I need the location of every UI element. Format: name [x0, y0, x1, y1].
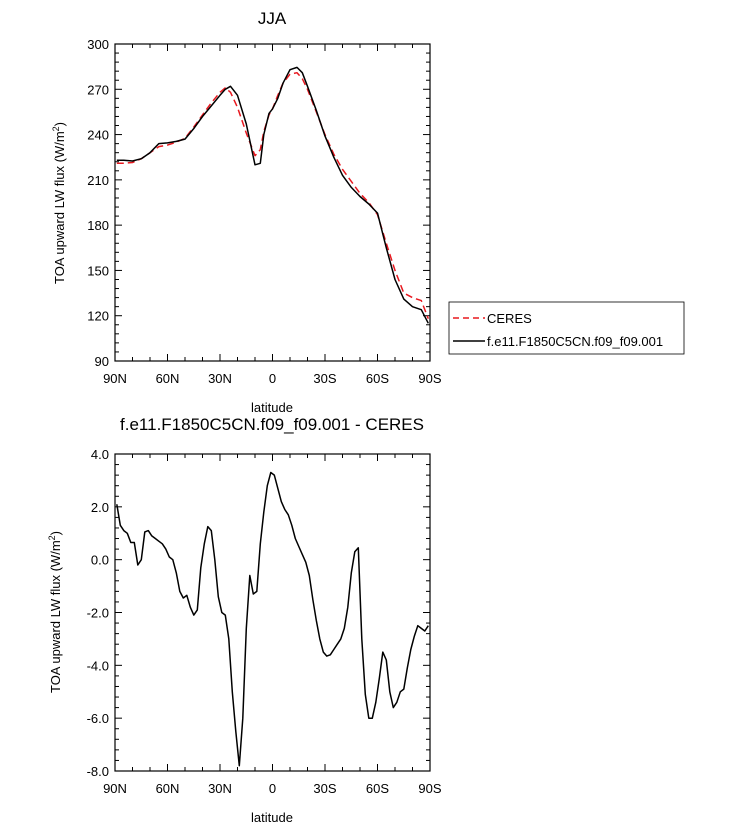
legend: CERES f.e11.F1850C5CN.f09_f09.001: [448, 301, 685, 355]
bottom-y-tick-label: -2.0: [87, 606, 109, 621]
top-y-tick-label: 90: [95, 354, 109, 369]
top-series-line-1: [116, 66, 429, 324]
top-x-tick-label: 90S: [418, 371, 441, 386]
bottom-x-tick-label: 0: [269, 781, 276, 796]
top-panel: JJA 90N 60N 30N 0 30S 60S 90S 90 120 150 180 210 240…: [51, 9, 685, 415]
top-chart-title: JJA: [258, 9, 287, 28]
bottom-plot-area: 90N 60N 30N 0 30S 60S 90S -8.0 -6.0 -4.0 -2.0 0.0 2.…: [87, 447, 442, 796]
top-plot-area: 90N 60N 30N 0 30S 60S 90S 90 120 150 180 210 240 270 3…: [87, 37, 442, 386]
top-x-tick-label: 30N: [208, 371, 232, 386]
bottom-xaxis-label: latitude: [251, 810, 293, 825]
bottom-x-tick-label: 60S: [366, 781, 389, 796]
legend-label-ceres: CERES: [487, 311, 532, 326]
top-y-tick-label: 120: [87, 309, 109, 324]
bottom-x-tick-label: 90S: [418, 781, 441, 796]
top-x-tick-label: 30S: [313, 371, 336, 386]
top-yaxis-label: TOA upward LW flux (W/m2): [51, 122, 67, 284]
legend-label-model: f.e11.F1850C5CN.f09_f09.001: [487, 334, 663, 349]
top-x-tick-label: 60S: [366, 371, 389, 386]
top-x-tick-label: 90N: [103, 371, 127, 386]
legend-box: [448, 301, 685, 355]
bottom-y-tick-label: -4.0: [87, 658, 109, 673]
bottom-yaxis-label: TOA upward LW flux (W/m2): [47, 531, 63, 693]
bottom-x-tick-label: 90N: [103, 781, 127, 796]
top-x-tick-label: 60N: [156, 371, 180, 386]
bottom-y-tick-label: 0.0: [91, 553, 109, 568]
top-xaxis-label: latitude: [251, 400, 293, 415]
top-y-tick-label: 210: [87, 173, 109, 188]
bottom-y-tick-label: -6.0: [87, 711, 109, 726]
bottom-x-tick-label: 30N: [208, 781, 232, 796]
bottom-plot-frame: [114, 453, 431, 772]
top-plot-frame: [114, 43, 431, 362]
top-y-tick-label: 180: [87, 218, 109, 233]
top-x-tick-label: 0: [269, 371, 276, 386]
bottom-y-tick-label: -8.0: [87, 764, 109, 779]
bottom-series-line-0: [116, 471, 429, 767]
top-y-tick-label: 270: [87, 82, 109, 97]
top-y-tick-label: 240: [87, 128, 109, 143]
top-y-tick-label: 300: [87, 37, 109, 52]
bottom-y-tick-label: 2.0: [91, 500, 109, 515]
top-y-tick-label: 150: [87, 263, 109, 278]
bottom-x-tick-label: 30S: [313, 781, 336, 796]
bottom-x-tick-label: 60N: [156, 781, 180, 796]
bottom-panel: f.e11.F1850C5CN.f09_f09.001 - CERES 90N 6…: [47, 415, 442, 825]
bottom-y-tick-label: 4.0: [91, 447, 109, 462]
bottom-chart-title: f.e11.F1850C5CN.f09_f09.001 - CERES: [120, 415, 424, 434]
